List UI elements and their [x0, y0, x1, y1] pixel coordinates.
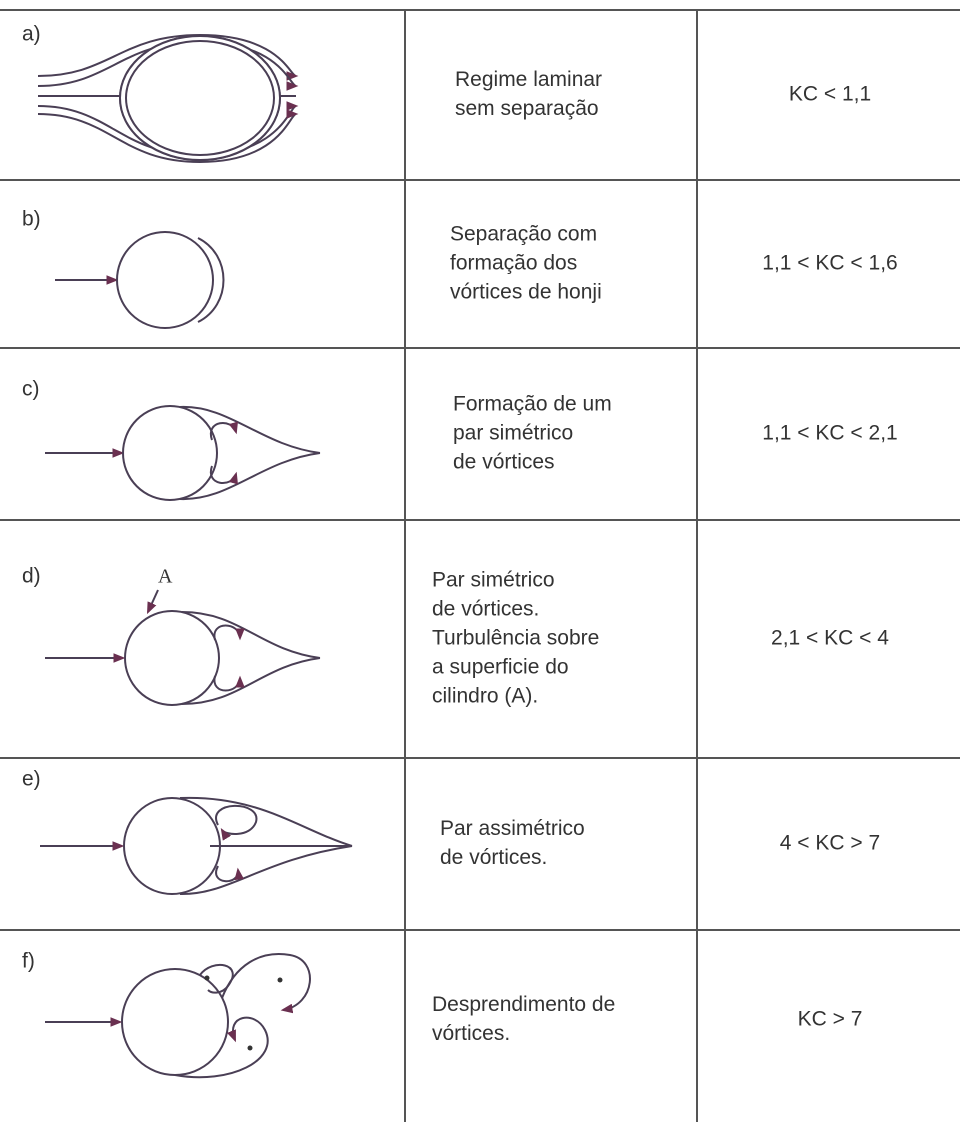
- description: Par simétrico: [432, 569, 555, 592]
- description: vórtices.: [432, 1022, 510, 1045]
- row-label: f): [22, 950, 35, 973]
- description: Formação de um: [453, 393, 612, 416]
- regime: KC < 1,1: [789, 83, 871, 106]
- diagram-e: [40, 796, 353, 896]
- regime: 4 < KC > 7: [780, 832, 880, 855]
- row-label: a): [22, 23, 41, 46]
- description: vórtices de honji: [450, 281, 602, 304]
- description: de vórtices.: [432, 598, 539, 621]
- description: Separação com: [450, 223, 597, 246]
- diagram-d: [45, 589, 321, 706]
- description: de vórtices.: [440, 846, 547, 869]
- diagram-label: A: [158, 566, 173, 588]
- description: cilindro (A).: [432, 685, 538, 708]
- description: sem separação: [455, 97, 599, 120]
- diagram-a: [37, 33, 299, 164]
- description: a superficie do: [432, 656, 569, 679]
- table-grid: [0, 9, 960, 1122]
- row-label: e): [22, 768, 41, 791]
- diagram-c: [45, 405, 321, 501]
- regime: 1,1 < KC < 1,6: [762, 252, 897, 275]
- diagram-b: [55, 231, 225, 329]
- row-label: b): [22, 208, 41, 231]
- regime: 2,1 < KC < 4: [771, 627, 889, 650]
- diagram-f: [45, 953, 311, 1079]
- description: par simétrico: [453, 422, 573, 445]
- description: Regime laminar: [455, 68, 602, 91]
- row-label: d): [22, 565, 41, 588]
- description: Par assimétrico: [440, 817, 585, 840]
- regime: 1,1 < KC < 2,1: [762, 422, 897, 445]
- description: formação dos: [450, 252, 577, 275]
- row-label: c): [22, 378, 40, 401]
- description: de vórtices: [453, 451, 555, 474]
- regime: KC > 7: [798, 1008, 863, 1031]
- description: Desprendimento de: [432, 993, 615, 1016]
- description: Turbulência sobre: [432, 627, 599, 650]
